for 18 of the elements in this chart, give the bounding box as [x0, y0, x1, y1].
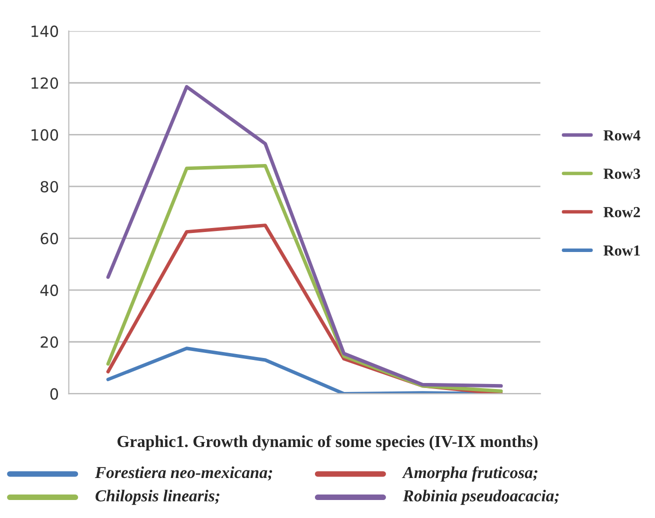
text: Graphic1. Growth dynamic of some species (IV-IX months) [118, 435, 538, 451]
y-tick-label: 60 [40, 232, 58, 244]
text: Amorpha fruticosa; [402, 466, 538, 482]
y-tick-label: 100 [32, 129, 58, 141]
legend-label: Row1 [604, 245, 640, 256]
y-tick-label: 80 [40, 180, 58, 192]
y-tick-label: 120 [32, 77, 58, 89]
line-series [106, 85, 503, 388]
text: Chilopsis linearis; [96, 490, 220, 505]
text: Robinia pseudoacacia; [402, 490, 559, 505]
y-tick-label: 20 [40, 336, 58, 348]
y-tick-label: 40 [40, 284, 58, 296]
y-tick-label: 0 [50, 388, 58, 400]
y-tick-label: 140 [32, 26, 58, 38]
text: Forestiera neo-mexicana; [94, 466, 272, 481]
legend-label: Row3 [604, 168, 640, 179]
legend-label: Row4 [604, 130, 640, 141]
legend-label: Row2 [604, 207, 640, 218]
